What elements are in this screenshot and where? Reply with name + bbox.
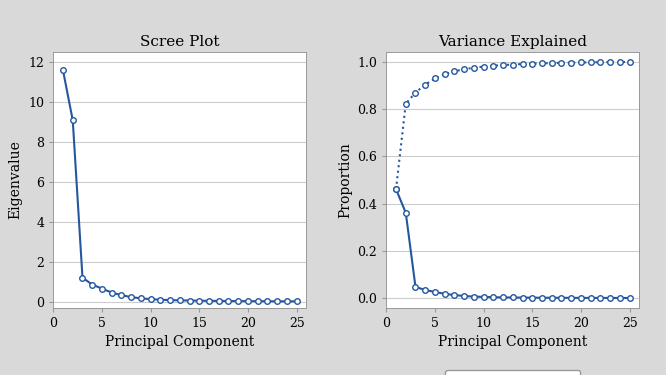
Legend: Cumulative, Proportion: Cumulative, Proportion [446, 370, 580, 375]
Y-axis label: Proportion: Proportion [338, 142, 352, 218]
X-axis label: Principal Component: Principal Component [438, 335, 587, 349]
X-axis label: Principal Component: Principal Component [105, 335, 254, 349]
Title: Variance Explained: Variance Explained [438, 34, 587, 48]
Title: Scree Plot: Scree Plot [140, 34, 220, 48]
Y-axis label: Eigenvalue: Eigenvalue [9, 141, 23, 219]
